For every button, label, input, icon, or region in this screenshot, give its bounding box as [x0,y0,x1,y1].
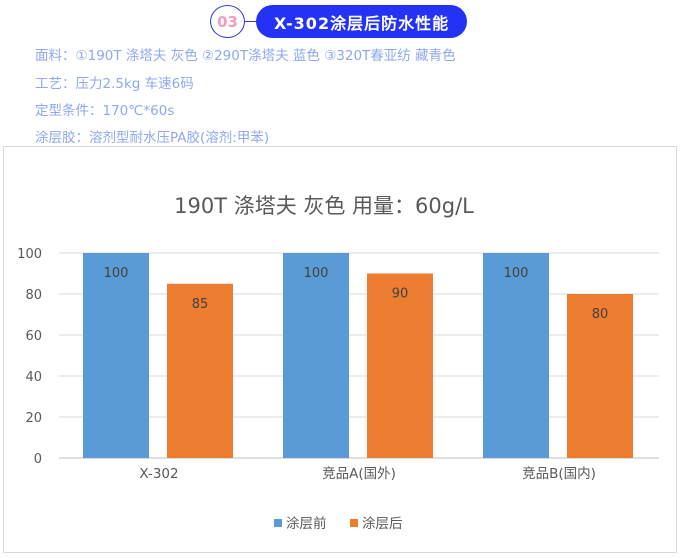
data-label: 100 [104,266,129,281]
y-tick-label: 20 [25,411,42,426]
bar [167,283,233,458]
data-label: 100 [504,266,529,281]
y-tick-label: 100 [17,247,42,262]
data-label: 80 [592,307,609,322]
y-tick-label: 60 [25,329,42,344]
y-tick-label: 40 [25,370,42,385]
section-header: 03 X-302涂层后防水性能 [210,5,468,38]
bar [283,253,349,458]
info-glue: 涂层胶：溶剂型耐水压PA胶(溶剂:甲苯) [35,130,270,146]
chart-title: 190T 涤塔夫 灰色 用量：60g/L [174,194,474,218]
x-tick-label: 竞品B(国内) [522,465,596,482]
y-tick-label: 80 [25,288,42,303]
bar [567,294,633,458]
info-process: 工艺：压力2.5kg 车速6码 [35,76,194,92]
bar [367,273,433,458]
data-label: 85 [192,297,209,312]
info-setting: 定型条件：170℃*60s [35,103,175,119]
bar [83,253,149,458]
x-tick-label: 竞品A(国外) [322,465,396,482]
section-title: X-302涂层后防水性能 [256,5,468,38]
info-fabric: 面料：①190T 涤塔夫 灰色 ②290T涤塔夫 蓝色 ③320T春亚纺 藏青色 [35,48,456,64]
legend-swatch [350,519,358,527]
chart-frame: 190T 涤塔夫 灰色 用量：60g/L 0 20 40 60 80 100 X-302 10… [3,146,677,553]
section-number: 03 [210,5,245,38]
connector-line [245,20,256,23]
legend-label: 涂层后 [362,516,403,532]
bar [483,253,549,458]
legend-swatch [274,519,282,527]
data-label: 100 [304,266,329,281]
legend-label: 涂层前 [286,515,327,532]
bar-chart: 190T 涤塔夫 灰色 用量：60g/L 0 20 40 60 80 100 X-302 10… [17,194,659,532]
x-tick-label: X-302 [139,466,178,482]
y-tick-label: 0 [34,452,42,467]
data-label: 90 [392,287,409,302]
